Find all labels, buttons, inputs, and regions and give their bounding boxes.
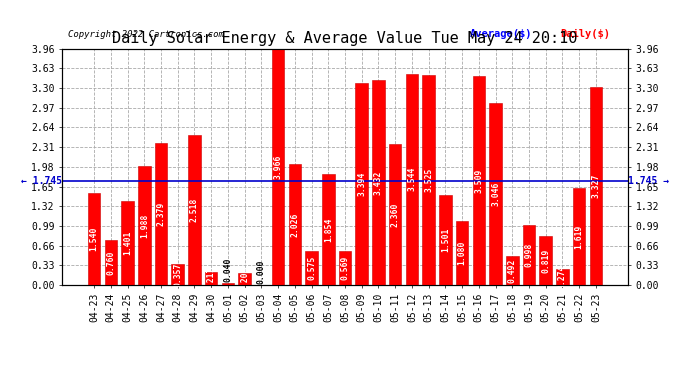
Bar <box>355 82 368 285</box>
Text: 0.569: 0.569 <box>340 256 350 280</box>
Bar <box>473 76 485 285</box>
Text: 0.200: 0.200 <box>240 267 249 291</box>
Text: Daily($): Daily($) <box>560 29 610 39</box>
Text: 0.819: 0.819 <box>541 248 550 273</box>
Bar <box>439 195 452 285</box>
Bar <box>573 188 585 285</box>
Text: 0.274: 0.274 <box>558 265 567 289</box>
Bar <box>456 220 469 285</box>
Text: 1.401: 1.401 <box>123 231 132 255</box>
Bar <box>288 164 301 285</box>
Text: 1.080: 1.080 <box>457 241 466 265</box>
Text: ← 1.745: ← 1.745 <box>21 176 62 186</box>
Text: 0.575: 0.575 <box>307 256 316 280</box>
Text: 0.000: 0.000 <box>257 260 266 284</box>
Bar <box>171 264 184 285</box>
Text: 0.760: 0.760 <box>106 250 115 274</box>
Bar <box>305 251 318 285</box>
Text: Copyright 2022 Cartronics.com: Copyright 2022 Cartronics.com <box>68 30 224 39</box>
Bar <box>422 75 435 285</box>
Text: 2.379: 2.379 <box>157 202 166 226</box>
Text: 1.540: 1.540 <box>90 227 99 251</box>
Text: 0.998: 0.998 <box>524 243 533 267</box>
Text: Average($): Average($) <box>469 29 532 39</box>
Text: 1.501: 1.501 <box>441 228 450 252</box>
Bar <box>105 240 117 285</box>
Bar <box>322 174 335 285</box>
Bar <box>489 103 502 285</box>
Bar <box>590 87 602 285</box>
Text: 3.525: 3.525 <box>424 168 433 192</box>
Bar <box>372 80 385 285</box>
Bar <box>205 272 217 285</box>
Bar <box>389 144 402 285</box>
Text: 0.217: 0.217 <box>207 266 216 291</box>
Bar <box>406 74 418 285</box>
Text: 1.745 →: 1.745 → <box>628 176 669 186</box>
Text: 0.040: 0.040 <box>224 258 233 282</box>
Text: 2.518: 2.518 <box>190 198 199 222</box>
Text: 0.357: 0.357 <box>173 262 182 286</box>
Text: 3.544: 3.544 <box>407 167 416 192</box>
Bar <box>221 283 234 285</box>
Bar <box>155 143 167 285</box>
Bar <box>188 135 201 285</box>
Text: 2.026: 2.026 <box>290 212 299 237</box>
Text: 1.619: 1.619 <box>575 225 584 249</box>
Bar <box>540 236 552 285</box>
Bar <box>121 201 134 285</box>
Text: 0.492: 0.492 <box>508 258 517 282</box>
Bar <box>506 256 519 285</box>
Text: 1.988: 1.988 <box>140 213 149 238</box>
Text: 3.394: 3.394 <box>357 172 366 196</box>
Text: 3.432: 3.432 <box>374 170 383 195</box>
Bar <box>556 268 569 285</box>
Bar <box>88 193 100 285</box>
Text: 3.509: 3.509 <box>474 168 483 192</box>
Bar <box>339 251 351 285</box>
Bar <box>272 48 284 285</box>
Bar <box>138 166 150 285</box>
Text: 1.854: 1.854 <box>324 217 333 242</box>
Text: 3.966: 3.966 <box>274 154 283 179</box>
Text: 3.046: 3.046 <box>491 182 500 206</box>
Text: 3.327: 3.327 <box>591 174 600 198</box>
Bar <box>238 273 251 285</box>
Bar <box>523 225 535 285</box>
Text: 2.360: 2.360 <box>391 202 400 227</box>
Title: Daily Solar Energy & Average Value Tue May 24 20:10: Daily Solar Energy & Average Value Tue M… <box>112 31 578 46</box>
